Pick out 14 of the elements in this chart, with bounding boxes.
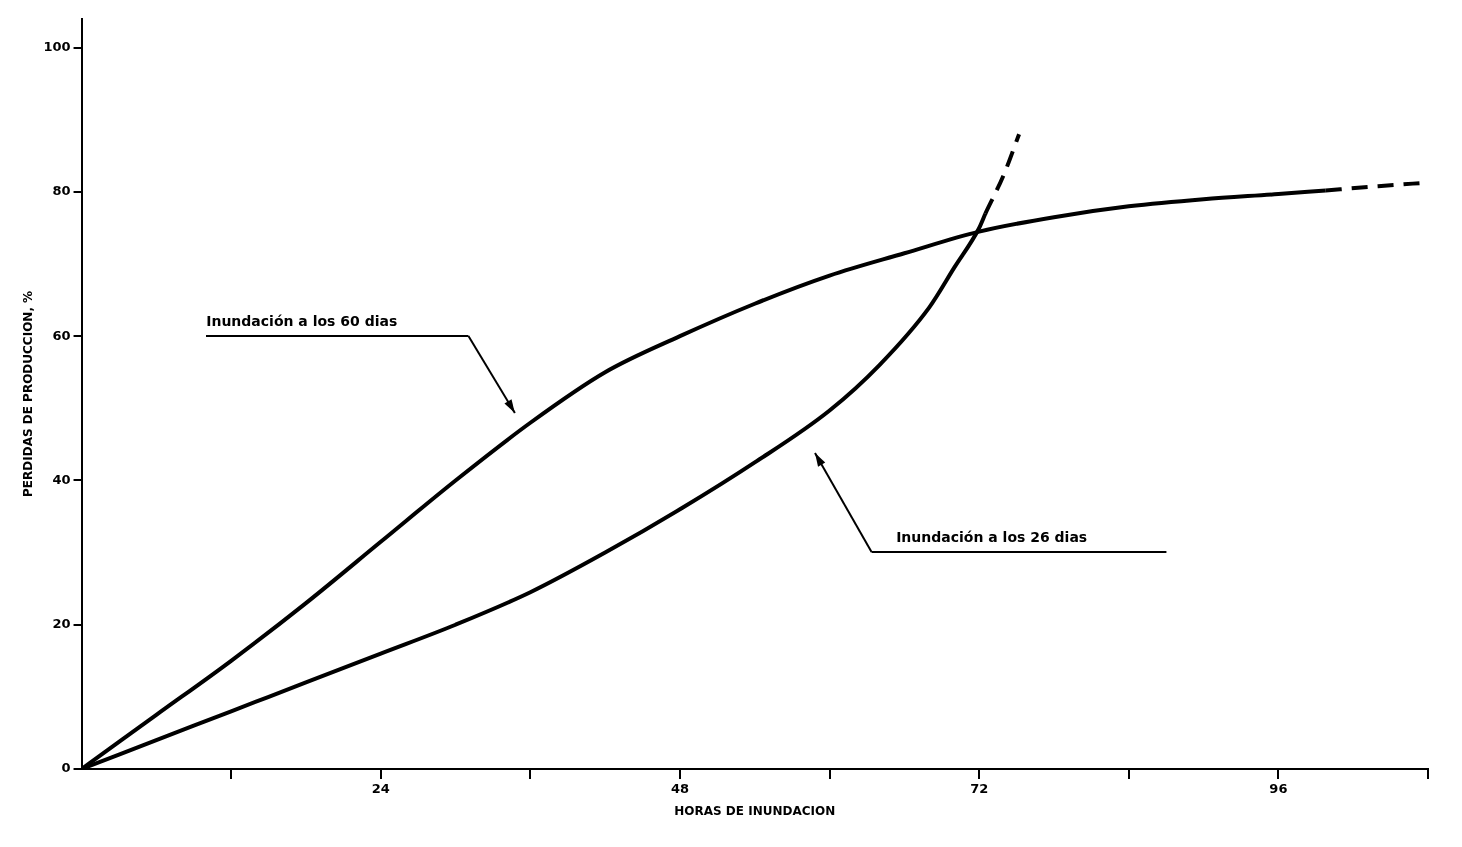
y-tick-label: 0 <box>61 760 71 776</box>
y-tick-label: 40 <box>52 471 71 487</box>
y-tick-label: 60 <box>52 327 71 343</box>
x-tick-label: 48 <box>670 781 690 797</box>
x-tick-label: 24 <box>371 781 390 797</box>
y-tick-label: 100 <box>43 39 71 55</box>
x-tick-label: 72 <box>970 781 989 797</box>
y-tick-label: 20 <box>52 616 71 632</box>
annotation: Inundación a los 60 dias <box>206 312 398 329</box>
x-axis-title: HORAS DE INUNDACION <box>674 803 836 818</box>
annotation: Inundación a los 26 dias <box>896 528 1088 545</box>
x-tick-label: 96 <box>1269 781 1288 797</box>
y-tick-label: 80 <box>52 183 71 199</box>
y-axis-title: PERDIDAS DE PRODUCCION, % <box>21 290 36 497</box>
